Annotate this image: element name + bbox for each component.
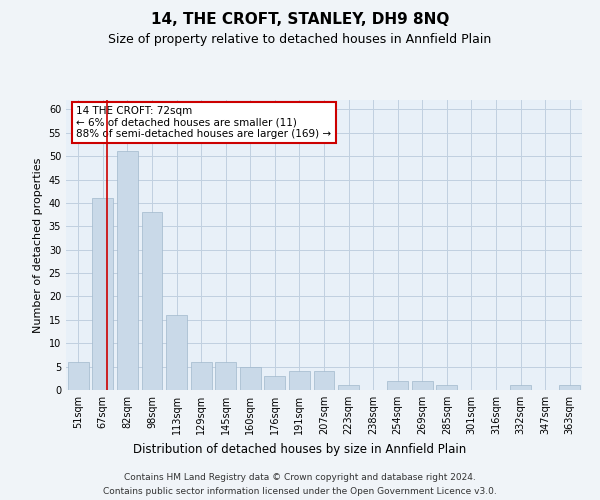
Text: Contains HM Land Registry data © Crown copyright and database right 2024.: Contains HM Land Registry data © Crown c… <box>124 472 476 482</box>
Y-axis label: Number of detached properties: Number of detached properties <box>33 158 43 332</box>
Bar <box>68 362 89 390</box>
Bar <box>510 386 531 390</box>
Bar <box>387 380 408 390</box>
Text: 14, THE CROFT, STANLEY, DH9 8NQ: 14, THE CROFT, STANLEY, DH9 8NQ <box>151 12 449 28</box>
Bar <box>215 362 236 390</box>
Bar <box>436 386 457 390</box>
Text: Contains public sector information licensed under the Open Government Licence v3: Contains public sector information licen… <box>103 488 497 496</box>
Bar <box>240 366 261 390</box>
Bar <box>559 386 580 390</box>
Text: 14 THE CROFT: 72sqm
← 6% of detached houses are smaller (11)
88% of semi-detache: 14 THE CROFT: 72sqm ← 6% of detached hou… <box>76 106 331 139</box>
Bar <box>412 380 433 390</box>
Text: Distribution of detached houses by size in Annfield Plain: Distribution of detached houses by size … <box>133 442 467 456</box>
Bar <box>191 362 212 390</box>
Bar <box>314 372 334 390</box>
Bar <box>338 386 359 390</box>
Bar <box>117 152 138 390</box>
Bar <box>92 198 113 390</box>
Bar <box>142 212 163 390</box>
Bar <box>289 372 310 390</box>
Text: Size of property relative to detached houses in Annfield Plain: Size of property relative to detached ho… <box>109 32 491 46</box>
Bar <box>265 376 286 390</box>
Bar <box>166 315 187 390</box>
